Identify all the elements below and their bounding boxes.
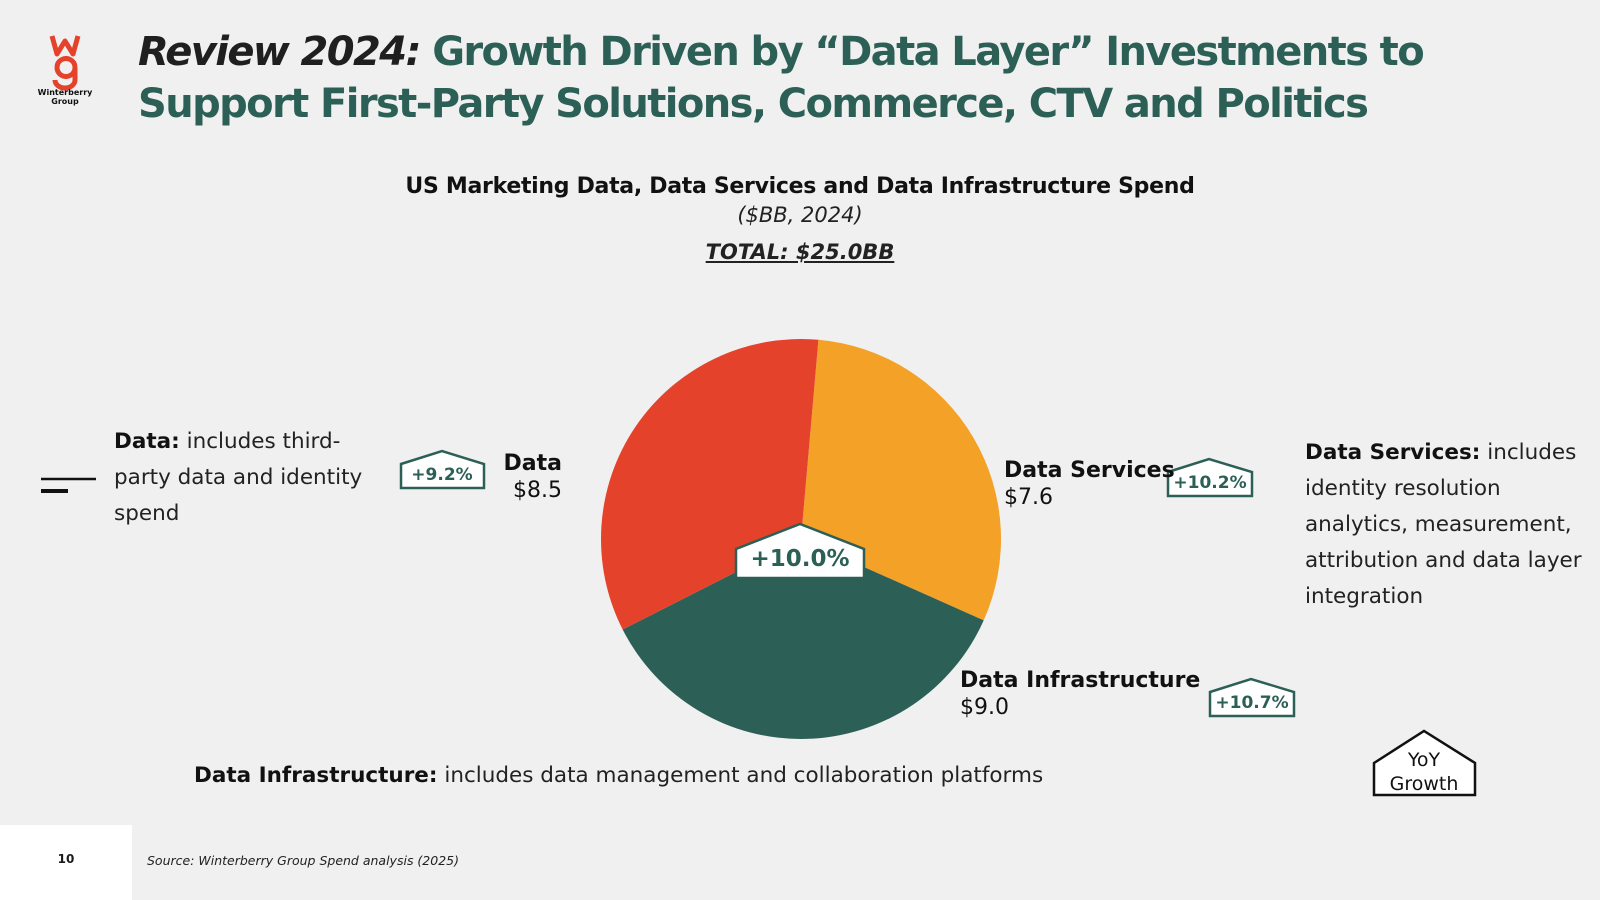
description-data-services: Data Services: includes identity resolut… — [1305, 440, 1582, 609]
footer-page-box — [0, 825, 132, 900]
yoy-badge-data-shape — [399, 449, 486, 490]
legend-line2: Growth — [1390, 773, 1459, 795]
label-data-services: Data Services $7.6 — [1004, 458, 1175, 510]
title-lead: Review 2024: — [138, 29, 421, 75]
logo-text: Winterberry Group — [37, 88, 93, 106]
legend-line1: YoY — [1407, 749, 1441, 771]
page-number: 10 — [57, 852, 75, 866]
page-title: Review 2024: Growth Driven by “Data Laye… — [138, 26, 1538, 130]
chart-total: TOTAL: $25.0BB — [705, 240, 895, 264]
description-data-infrastructure: Data Infrastructure: includes data manag… — [194, 763, 1044, 788]
chart-title: US Marketing Data, Data Services and Dat… — [405, 174, 1195, 199]
center-yoy-badge: +10.0% — [750, 546, 849, 572]
yoy-badge-infrastructure: +10.7% — [1215, 693, 1288, 713]
legend-badge-shape — [1372, 729, 1477, 797]
source-note: Source: Winterberry Group Spend analysis… — [147, 853, 459, 868]
yoy-badge-data: +9.2% — [411, 465, 472, 485]
center-yoy-badge-shape — [734, 522, 866, 580]
title-rest: Growth Driven by “Data Layer” Investment… — [138, 29, 1425, 127]
pie-slice-data-infrastructure — [622, 539, 984, 739]
yoy-badge-services: +10.2% — [1173, 473, 1246, 493]
yoy-badge-infrastructure-shape — [1208, 677, 1296, 718]
label-data-infrastructure: Data Infrastructure $9.0 — [960, 668, 1201, 720]
yoy-badge-services-shape — [1166, 457, 1254, 498]
label-data: Data $8.5 — [503, 451, 562, 503]
menu-icon — [41, 477, 96, 493]
winterberry-logo-icon — [49, 35, 81, 91]
description-data: Data: includes third-party data and iden… — [114, 429, 363, 526]
chart-subtitle: ($BB, 2024) — [737, 203, 863, 227]
